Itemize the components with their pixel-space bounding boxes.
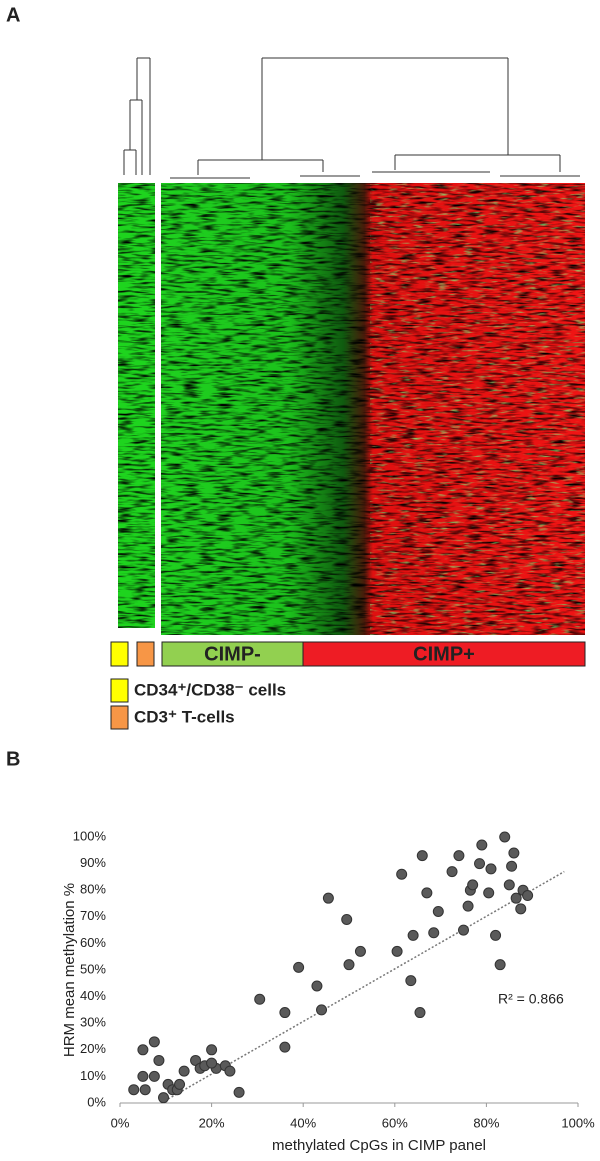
annotation: R² = 0.866 (498, 991, 564, 1007)
point (446, 866, 458, 878)
y-tick-label: 20% (80, 1041, 106, 1056)
point (432, 905, 444, 917)
y-tick-label: 10% (80, 1068, 106, 1083)
point (453, 850, 465, 862)
point (476, 839, 488, 851)
point (414, 1007, 426, 1019)
group-label: CIMP+ (413, 643, 475, 665)
point (490, 929, 502, 941)
y-axis-label: HRM mean methylation % (61, 883, 78, 1057)
sample-color (136, 641, 155, 667)
point (153, 1054, 165, 1066)
x-axis-label: methylated CpGs in CIMP panel (272, 1137, 486, 1154)
x-tick-label: 80% (473, 1115, 499, 1130)
point (158, 1092, 170, 1104)
x-tick-label: 40% (290, 1115, 316, 1130)
point (416, 850, 428, 862)
heatmap-texture (370, 183, 585, 635)
point (148, 1036, 160, 1048)
sample-color (110, 641, 129, 667)
point (233, 1086, 245, 1098)
point (139, 1084, 151, 1096)
group-label: CIMP- (204, 643, 261, 665)
point (503, 879, 515, 891)
point (322, 892, 334, 904)
point (137, 1070, 149, 1082)
point (485, 863, 497, 875)
panel-label: A (6, 4, 20, 26)
point (137, 1044, 149, 1056)
point (279, 1007, 291, 1019)
group-bar (302, 641, 586, 667)
point (341, 913, 353, 925)
dendrogram (123, 57, 580, 179)
legend-swatch (110, 678, 129, 703)
point (510, 892, 522, 904)
y-tick-label: 90% (80, 855, 106, 870)
point (279, 1041, 291, 1053)
y-tick-label: 40% (80, 988, 106, 1003)
panel-label: B (6, 748, 20, 770)
x-tick-label: 0% (111, 1115, 130, 1130)
point (206, 1057, 218, 1069)
point (311, 980, 323, 992)
y-tick-label: 80% (80, 882, 106, 897)
x-tick-label: 20% (199, 1115, 225, 1130)
point (407, 929, 419, 941)
point (506, 860, 518, 872)
group-bar (161, 641, 304, 667)
point (343, 959, 355, 971)
point (428, 927, 440, 939)
point (474, 858, 486, 870)
point (421, 887, 433, 899)
x-tick-label: 100% (561, 1115, 595, 1130)
point (462, 900, 474, 912)
y-tick-label: 60% (80, 935, 106, 950)
legend-label: CD3⁺ T-cells (134, 707, 235, 726)
point (316, 1004, 328, 1016)
point (224, 1065, 236, 1077)
point (254, 993, 266, 1005)
y-tick-label: 0% (87, 1094, 106, 1109)
point (499, 831, 511, 843)
point (405, 975, 417, 987)
point (396, 868, 408, 880)
point (458, 924, 469, 936)
legend-swatch (110, 705, 129, 730)
y-tick-label: 70% (80, 908, 106, 923)
point (178, 1065, 190, 1077)
point (515, 903, 527, 915)
x-tick-label: 60% (382, 1115, 408, 1130)
point (128, 1084, 140, 1096)
point (508, 847, 520, 859)
legend-label: CD34⁺/CD38⁻ cells (134, 680, 286, 699)
reference-heatmap-texture (118, 183, 155, 628)
point (174, 1078, 186, 1090)
point (522, 890, 534, 902)
point (206, 1044, 218, 1056)
point (354, 945, 366, 957)
y-tick-label: 50% (80, 961, 106, 976)
point (467, 879, 479, 891)
y-tick-label: 30% (80, 1015, 106, 1030)
point (293, 961, 305, 973)
point (391, 945, 403, 957)
point (483, 887, 495, 899)
point (494, 959, 506, 971)
point (148, 1070, 160, 1082)
y-tick-label: 100% (73, 828, 107, 843)
